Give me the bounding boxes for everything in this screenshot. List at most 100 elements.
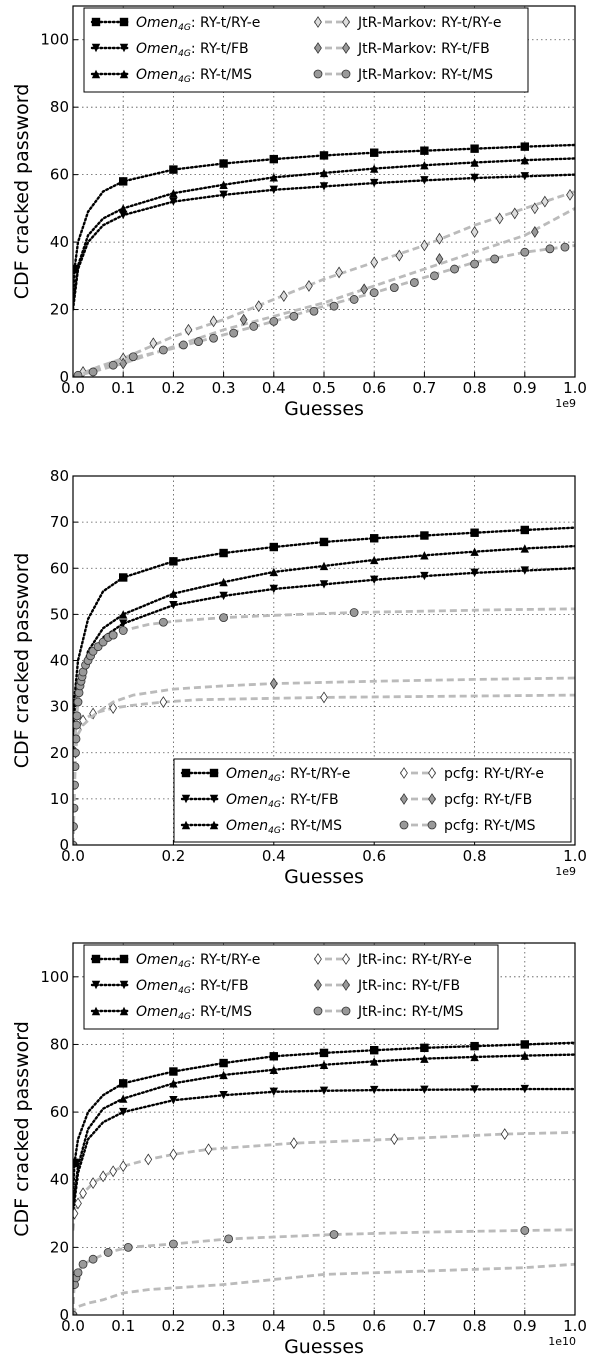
- y-tick-label: 40: [50, 652, 69, 670]
- series-line: [73, 157, 575, 308]
- data-point: [118, 626, 128, 635]
- y-tick-label: 100: [40, 968, 69, 986]
- legend-marker: [91, 43, 101, 53]
- data-point: [219, 613, 229, 623]
- legend-marker: [342, 42, 350, 54]
- data-point: [108, 630, 118, 640]
- y-tick-label: 20: [50, 744, 69, 762]
- data-point: [370, 534, 379, 543]
- data-point: [149, 337, 158, 350]
- data-point: [78, 1259, 88, 1269]
- data-point: [269, 1087, 278, 1096]
- legend-marker: [119, 1006, 129, 1016]
- y-tick-label: 60: [50, 559, 69, 577]
- data-point: [109, 702, 118, 714]
- legend-label: pcfg: RY-t/MS: [444, 818, 536, 834]
- data-point: [389, 283, 399, 293]
- data-point: [370, 164, 379, 173]
- data-point: [319, 537, 329, 547]
- data-point: [510, 207, 519, 220]
- legend-marker: [314, 16, 322, 28]
- y-axis-label: CDF cracked password: [11, 1021, 33, 1237]
- chart-panel-markov: 0.0 0.1 0.2 0.3 0.4 0.5 0.6 0.7 0.8 0.9 1.0 0 20 40 60…: [11, 5, 587, 420]
- legend-box: [173, 758, 572, 843]
- data-point: [119, 1107, 128, 1117]
- y-tick-label: 100: [40, 31, 69, 49]
- data-point: [390, 1133, 399, 1146]
- data-point: [319, 1086, 329, 1095]
- x-tick-label: 0.4: [262, 1317, 286, 1335]
- data-point: [269, 567, 278, 577]
- y-tick-label: 10: [50, 790, 69, 808]
- data-point: [239, 313, 248, 326]
- data-point: [73, 803, 79, 813]
- data-point: [99, 1170, 107, 1183]
- x-tick-label: 0.7: [412, 379, 436, 397]
- data-point: [450, 264, 459, 274]
- data-point: [249, 322, 259, 331]
- series-line: [73, 1130, 575, 1231]
- data-point: [73, 1268, 83, 1278]
- data-point: [168, 1239, 178, 1249]
- data-point: [73, 1158, 79, 1168]
- data-point: [520, 1226, 530, 1235]
- legend-marker: [119, 69, 129, 79]
- legend-label: Omen4G: RY-t/RY-e: [136, 952, 260, 970]
- legend-label: pcfg: RY-t/FB: [444, 792, 532, 808]
- data-point: [158, 345, 168, 355]
- data-point: [420, 1054, 429, 1063]
- legend-label: JtR-Markov: RY-t/FB: [357, 41, 490, 57]
- data-point: [470, 1041, 479, 1051]
- data-point: [169, 557, 178, 566]
- legend-label: Omen4G: RY-t/MS: [226, 818, 342, 836]
- data-point: [420, 531, 429, 540]
- legend-marker: [313, 1006, 323, 1016]
- data-point: [184, 323, 193, 336]
- data-point: [169, 1148, 178, 1161]
- data-point: [73, 697, 83, 707]
- data-point: [209, 333, 218, 343]
- y-tick-label: 0: [59, 368, 69, 386]
- data-point: [349, 608, 359, 617]
- data-point: [430, 271, 439, 281]
- legend: Omen4G: RY-t/RY-e Omen4G: RY-t/FB Omen4G: …: [83, 7, 529, 93]
- data-point: [520, 544, 529, 553]
- x-tick-label: 0.8: [463, 379, 487, 397]
- data-point: [73, 1207, 79, 1220]
- legend-label: pcfg: RY-t/RY-e: [444, 766, 544, 782]
- y-tick-label: 80: [50, 98, 69, 116]
- data-point: [319, 1060, 329, 1069]
- legend-marker: [400, 767, 408, 779]
- x-axis-label: Guesses: [284, 398, 364, 420]
- data-point: [319, 168, 329, 178]
- data-point: [219, 1070, 228, 1080]
- plot-frame: [72, 5, 576, 378]
- series-group: [73, 142, 575, 377]
- plot-frame: [72, 942, 576, 1316]
- data-point: [109, 1165, 118, 1178]
- data-point: [269, 154, 278, 164]
- data-point: [224, 1234, 234, 1244]
- data-point: [500, 1128, 509, 1141]
- x-axis-label: Guesses: [284, 1336, 364, 1358]
- data-point: [279, 290, 288, 302]
- legend-marker: [119, 17, 129, 27]
- y-tick-label: 80: [50, 1035, 69, 1053]
- data-point: [545, 244, 555, 254]
- data-point: [360, 283, 369, 296]
- data-point: [219, 548, 228, 558]
- data-point: [269, 1065, 278, 1075]
- x-tick-label: 1.0: [563, 1317, 587, 1335]
- data-point: [319, 151, 329, 160]
- y-tick-label: 30: [50, 698, 69, 716]
- data-point: [88, 1254, 98, 1264]
- legend-marker: [313, 69, 323, 79]
- legend-label: JtR-inc: RY-t/RY-e: [357, 952, 472, 968]
- x-offset-text: 1e10: [548, 1335, 576, 1348]
- data-point: [73, 370, 83, 377]
- legend-label: Omen4G: RY-t/MS: [136, 1004, 252, 1022]
- series-group: [73, 525, 575, 845]
- legend-marker: [314, 979, 322, 991]
- x-tick-label: 0.2: [161, 847, 185, 865]
